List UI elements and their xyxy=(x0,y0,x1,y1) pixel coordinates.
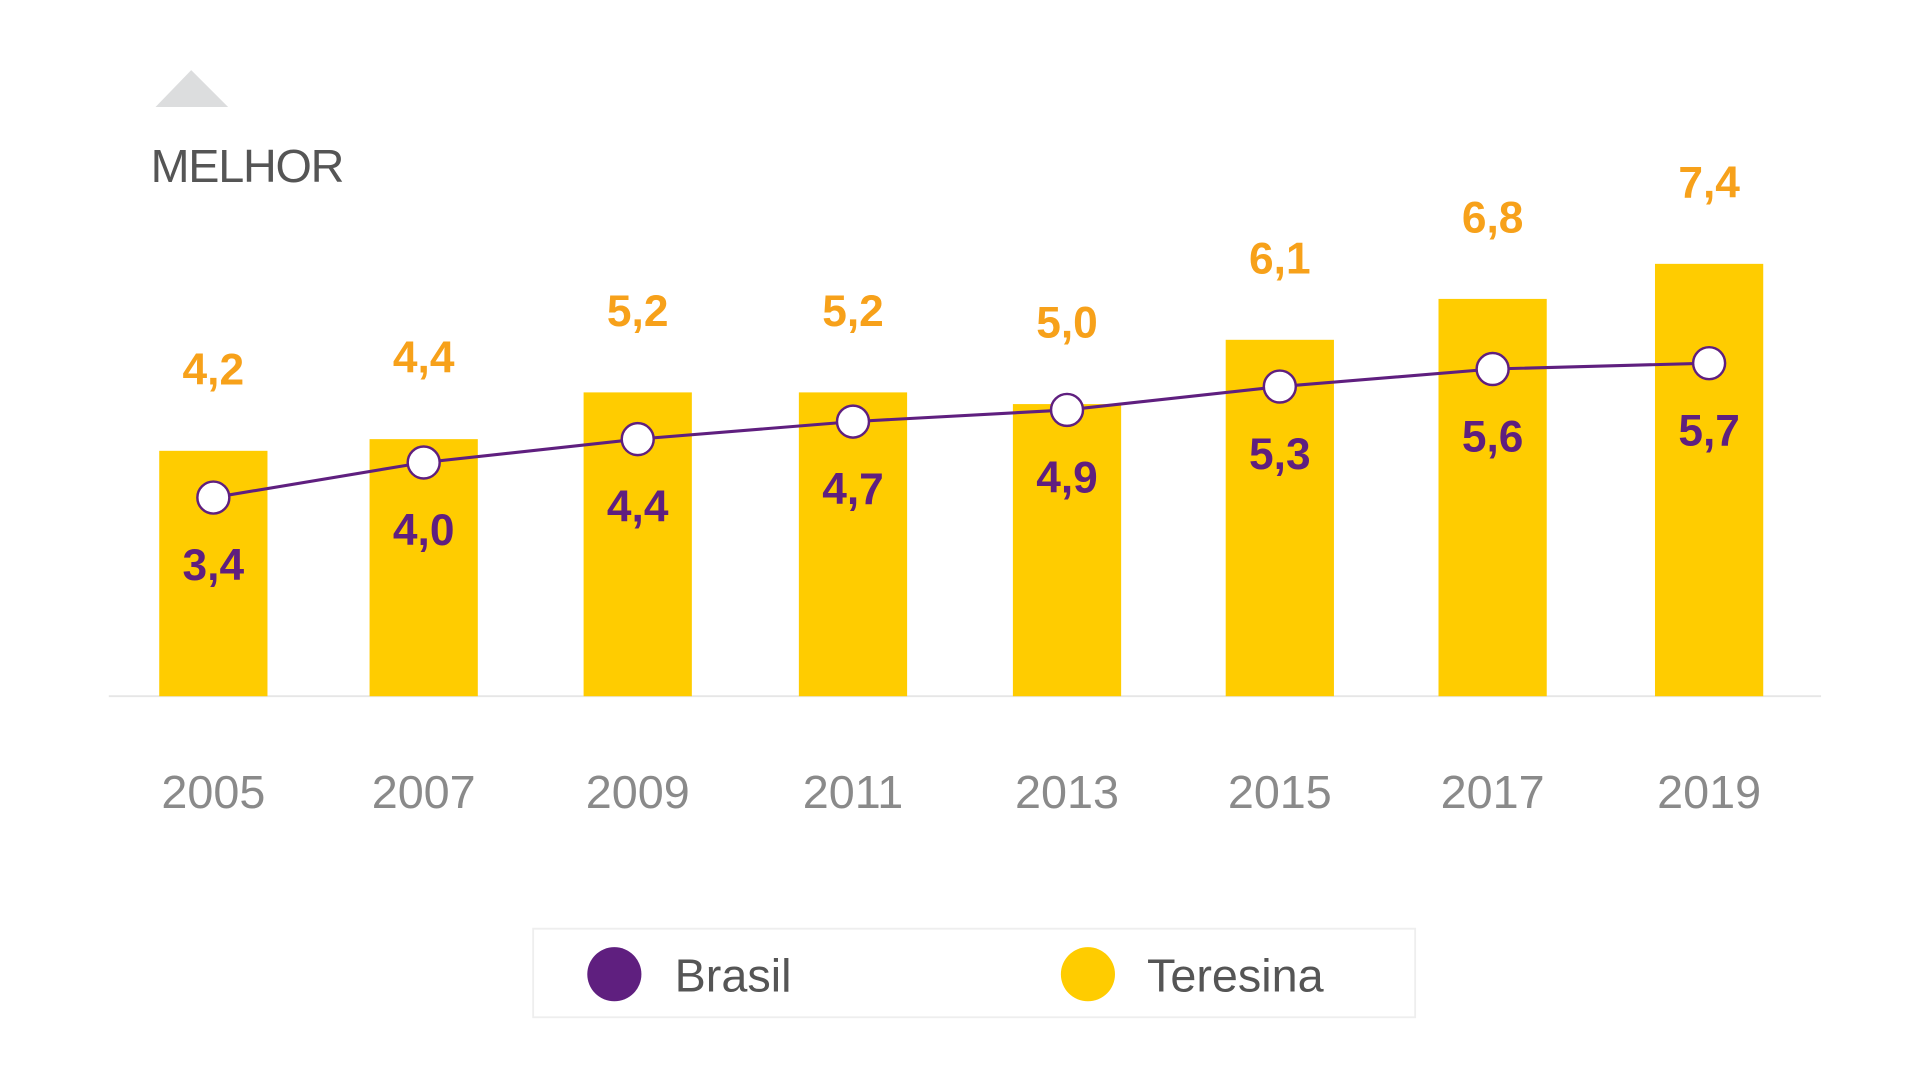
legend-brasil-label: Brasil xyxy=(675,949,792,1001)
x-tick-2013: 2013 xyxy=(1015,766,1119,818)
point-brasil-2019 xyxy=(1691,345,1727,381)
legend-teresina-label: Teresina xyxy=(1147,949,1324,1001)
label-teresina-2009: 5,2 xyxy=(607,287,669,336)
label-teresina-2015: 6,1 xyxy=(1249,234,1311,283)
bar-teresina-2007 xyxy=(369,439,478,697)
x-tick-2019: 2019 xyxy=(1657,766,1761,818)
legend-teresina-swatch xyxy=(1060,947,1115,1002)
indicator-label: MELHOR xyxy=(151,140,344,192)
label-teresina-2005: 4,2 xyxy=(183,345,245,394)
label-teresina-2007: 4,4 xyxy=(393,334,455,383)
label-brasil-2007: 4,0 xyxy=(393,506,455,555)
legend-brasil-swatch xyxy=(587,947,642,1002)
legend-box xyxy=(532,927,1417,1019)
bar-teresina-2019 xyxy=(1654,263,1764,697)
label-brasil-2005: 3,4 xyxy=(183,541,245,590)
line-brasil xyxy=(213,361,1710,500)
label-teresina-2013: 5,0 xyxy=(1036,299,1098,348)
label-brasil-2011: 4,7 xyxy=(822,465,884,514)
x-tick-2005: 2005 xyxy=(161,766,265,818)
point-brasil-2009 xyxy=(620,421,655,457)
point-brasil-2017 xyxy=(1475,351,1510,387)
point-brasil-2011 xyxy=(835,404,871,439)
label-brasil-2015: 5,3 xyxy=(1249,430,1311,479)
point-brasil-2005 xyxy=(196,480,231,515)
label-teresina-2011: 5,2 xyxy=(822,287,884,336)
x-tick-2011: 2011 xyxy=(803,766,904,818)
point-brasil-2007 xyxy=(406,445,441,480)
triangle-up-icon xyxy=(155,70,229,108)
label-brasil-2009: 4,4 xyxy=(607,483,669,532)
point-brasil-2013 xyxy=(1049,392,1085,428)
bar-teresina-2013 xyxy=(1012,404,1122,697)
label-teresina-2019: 7,4 xyxy=(1678,158,1740,207)
x-tick-2009: 2009 xyxy=(586,766,690,818)
legend: Brasil Teresina xyxy=(532,927,1417,1019)
x-tick-2017: 2017 xyxy=(1441,766,1545,818)
bar-teresina-2011 xyxy=(798,392,908,697)
x-tick-2007: 2007 xyxy=(372,766,476,818)
label-brasil-2013: 4,9 xyxy=(1036,453,1098,502)
label-brasil-2017: 5,6 xyxy=(1462,412,1524,461)
x-tick-2015: 2015 xyxy=(1228,766,1332,818)
label-teresina-2017: 6,8 xyxy=(1462,193,1524,242)
label-brasil-2019: 5,7 xyxy=(1678,407,1740,456)
point-brasil-2015 xyxy=(1262,369,1298,404)
